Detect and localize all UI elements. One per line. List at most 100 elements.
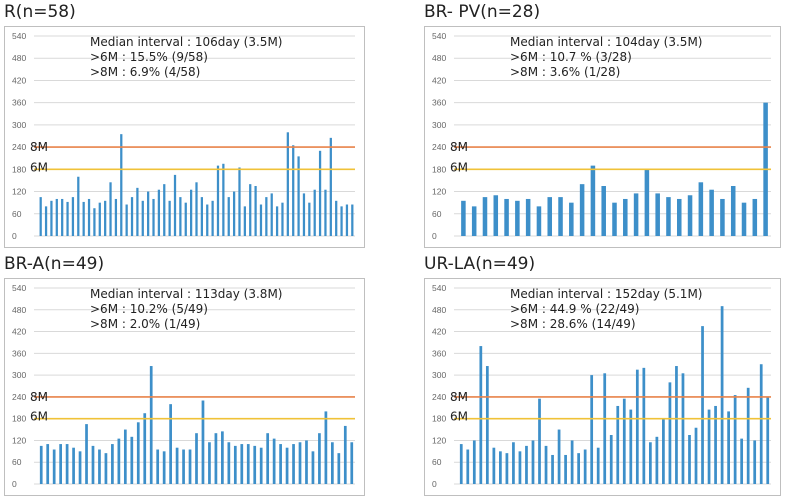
bar: [270, 193, 273, 236]
reference-label-8m: 8M: [450, 140, 468, 154]
bar: [59, 444, 63, 484]
y-tick-label: 60: [432, 209, 442, 219]
bar: [175, 447, 179, 484]
bar: [111, 444, 114, 484]
y-tick-label: 420: [432, 75, 446, 85]
bar: [39, 197, 42, 236]
bar: [157, 189, 161, 236]
bar: [644, 169, 650, 236]
bar: [152, 198, 155, 236]
bar: [318, 433, 321, 484]
bar: [114, 198, 118, 236]
bar: [666, 197, 671, 236]
bar: [642, 367, 646, 484]
bar: [547, 197, 553, 236]
bar: [71, 197, 75, 236]
bar: [117, 438, 121, 484]
y-tick-label: 0: [12, 479, 17, 489]
bar: [461, 200, 466, 236]
y-tick-label: 300: [432, 120, 446, 130]
bar: [298, 442, 302, 484]
bar: [505, 453, 509, 484]
bar: [292, 145, 295, 236]
bar: [227, 197, 230, 236]
reference-label-6m: 6M: [450, 410, 468, 424]
y-tick-label: 0: [432, 479, 437, 489]
bar: [243, 206, 246, 236]
bar: [308, 202, 311, 236]
bar: [246, 444, 250, 484]
bar: [492, 447, 496, 484]
bar: [485, 366, 489, 484]
bar: [324, 411, 328, 484]
bar: [233, 445, 237, 484]
bar: [195, 433, 198, 484]
bar: [259, 447, 263, 484]
y-tick-label: 360: [12, 98, 26, 108]
bar: [201, 400, 205, 484]
bar: [753, 440, 757, 484]
bar: [184, 202, 187, 236]
bar: [515, 200, 520, 236]
bar: [727, 411, 730, 484]
chart-title: UR-LA(n=49): [424, 254, 536, 274]
reference-label-6m: 6M: [30, 160, 48, 174]
y-tick-label: 240: [12, 392, 26, 402]
bar: [330, 442, 334, 484]
chart-svg: 0 60 120 180 240 300 360 420 480 540 8M 6M Median in…: [424, 26, 781, 248]
bar: [525, 198, 531, 236]
bar: [707, 409, 711, 484]
bar: [544, 445, 548, 484]
bar: [482, 197, 488, 236]
bar: [518, 451, 522, 484]
bar: [141, 200, 144, 236]
bar: [590, 375, 594, 484]
bar: [179, 197, 182, 236]
bar: [188, 449, 192, 484]
bar: [305, 440, 308, 484]
bar: [766, 396, 770, 484]
bar: [698, 182, 704, 236]
y-tick-label: 60: [12, 457, 22, 467]
bar: [104, 200, 107, 236]
bar: [345, 204, 349, 236]
bar: [694, 427, 698, 484]
bar: [275, 206, 279, 236]
bar: [214, 433, 218, 484]
bar: [350, 442, 354, 484]
bar: [206, 204, 209, 236]
y-tick-label: 420: [432, 327, 446, 337]
annotation-line: Median interval : 106day (3.5M): [90, 35, 282, 49]
bar: [195, 182, 198, 236]
bar: [279, 444, 282, 484]
bar: [46, 444, 50, 484]
bar: [466, 449, 470, 484]
bar: [130, 436, 134, 484]
reference-label-8m: 8M: [450, 390, 468, 404]
y-tick-label: 300: [12, 120, 26, 130]
bar: [82, 201, 85, 236]
bar: [169, 404, 172, 484]
annotation-line: >8M : 2.0% (1/49): [90, 317, 200, 331]
annotation-line: Median interval : 104day (3.5M): [510, 35, 702, 49]
annotation-line: Median interval : 113day (3.8M): [90, 287, 282, 301]
bar: [709, 189, 714, 236]
y-tick-label: 180: [12, 164, 26, 174]
bar: [668, 382, 672, 484]
bar: [324, 189, 327, 236]
bar: [655, 436, 659, 484]
bar: [759, 364, 763, 484]
bar: [459, 444, 463, 484]
bar: [337, 453, 341, 484]
bar: [512, 442, 515, 484]
bar: [538, 398, 541, 484]
bar: [266, 433, 270, 484]
chart-frame: [424, 26, 781, 248]
bar: [746, 387, 750, 484]
bar: [740, 438, 744, 484]
bar: [222, 163, 225, 236]
y-tick-label: 180: [12, 414, 26, 424]
bar: [66, 201, 69, 236]
annotation-line: >6M : 10.7 % (3/28): [510, 50, 632, 64]
bar: [149, 366, 153, 484]
